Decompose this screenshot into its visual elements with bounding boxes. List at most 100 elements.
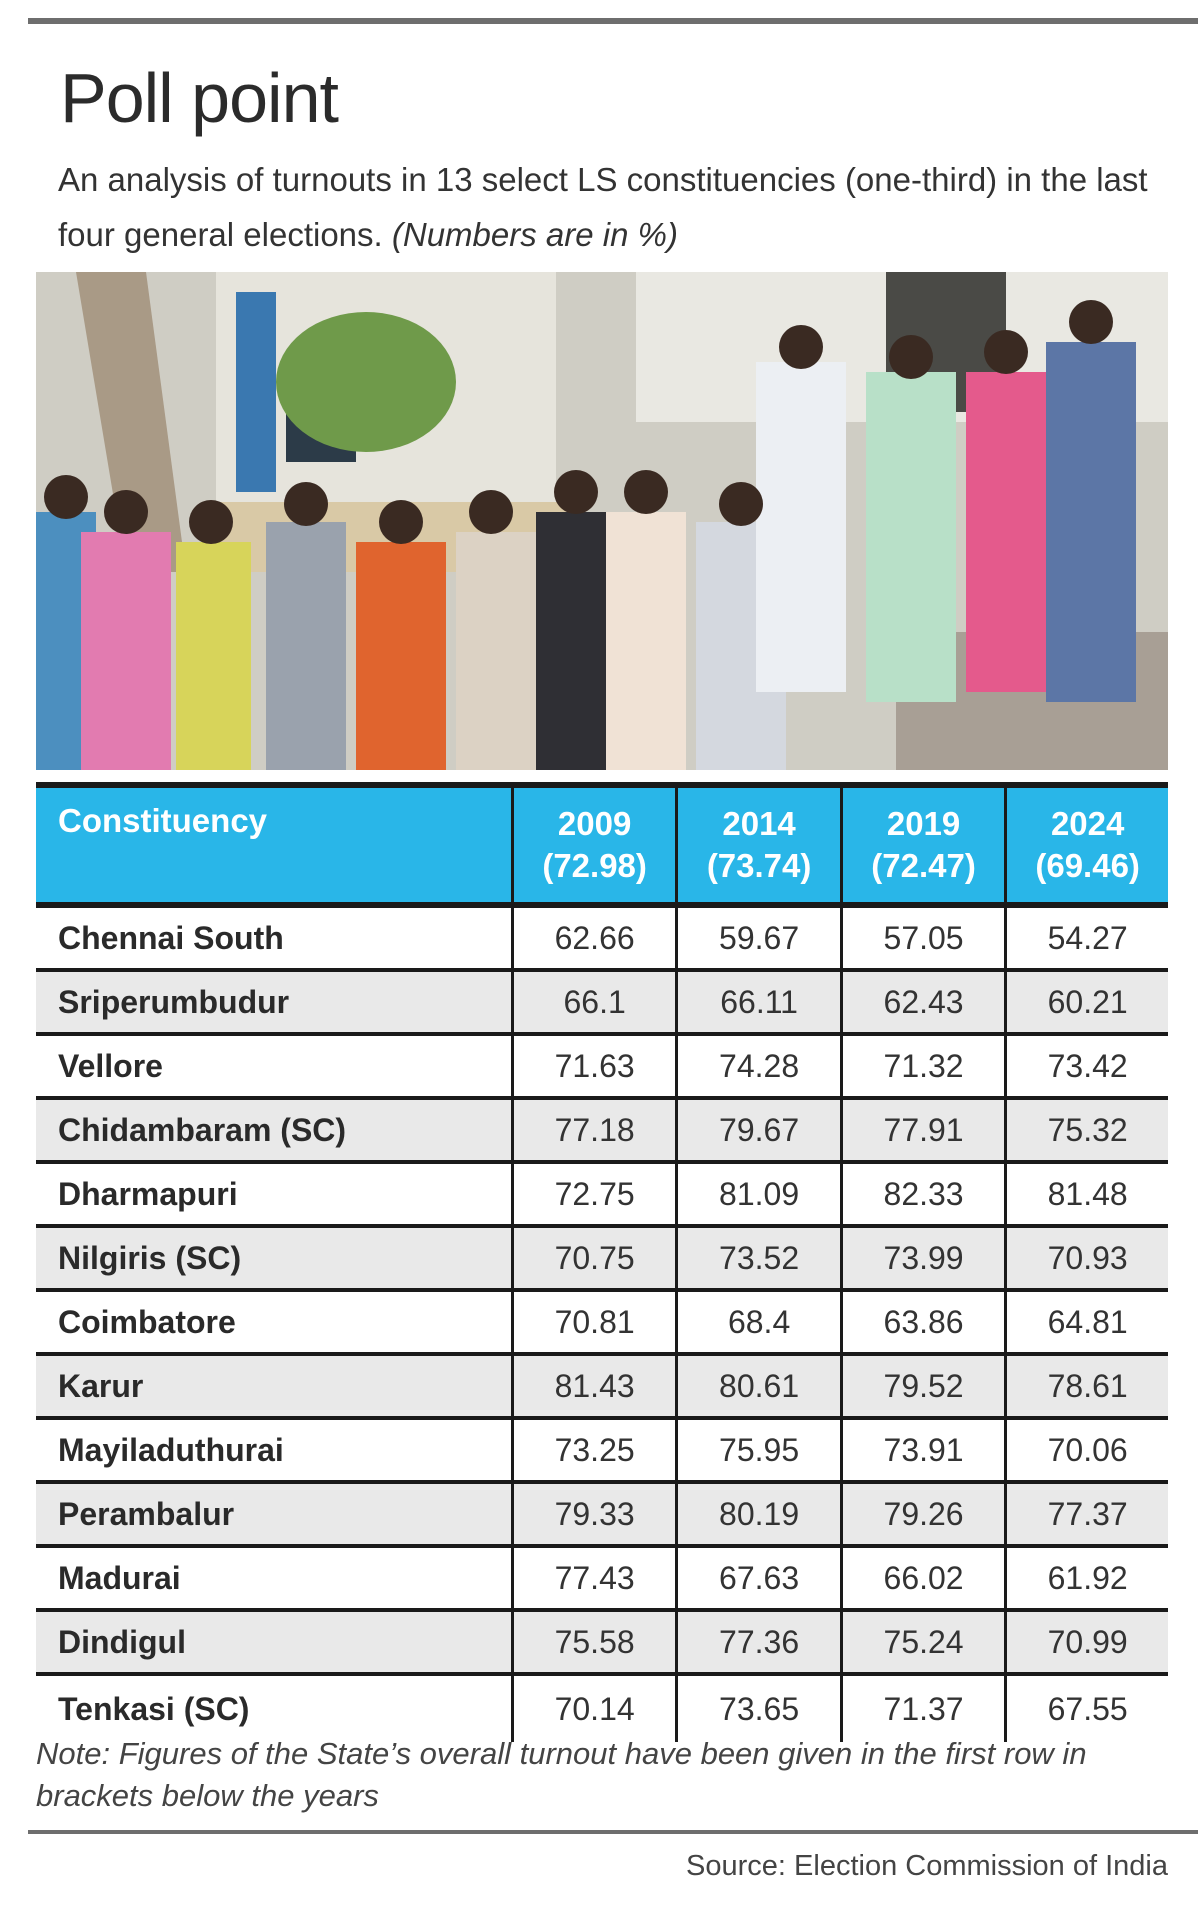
constituency-name: Chennai South [36,905,513,972]
turnout-cell-2019: 62.43 [839,970,1006,1036]
turnout-cell-2014: 80.19 [675,1482,842,1548]
constituency-name: Chidambaram (SC) [36,1098,513,1164]
turnout-cell-2009: 71.63 [510,1034,677,1100]
turnout-cell-2019: 75.24 [839,1610,1006,1676]
table-row: Vellore 71.63 74.28 71.32 73.42 [36,1034,1168,1100]
table-row: Dharmapuri 72.75 81.09 82.33 81.48 [36,1162,1168,1228]
year-label: 2019 [886,805,961,842]
table-header-row: Constituency 2009 (72.98) 2014 (73.74) 201… [36,782,1168,908]
constituency-name: Tenkasi (SC) [58,1690,250,1727]
turnout-cell-2009: 72.75 [510,1162,677,1228]
year-label: 2009 [557,805,632,842]
table-row: Sriperumbudur 66.1 66.11 62.43 60.21 [36,970,1168,1036]
state-overall-turnout: (73.74) [706,847,812,884]
turnout-cell-2009: 77.18 [510,1098,677,1164]
turnout-cell-2024: 75.32 [1004,1098,1168,1164]
turnout-cell-2009: 70.75 [510,1226,677,1292]
turnout-cell-2009: 81.43 [510,1354,677,1420]
turnout-cell-2019: 63.86 [839,1290,1006,1356]
constituency-name: Karur [36,1354,513,1420]
table-row: Perambalur 79.33 80.19 79.26 77.37 [36,1482,1168,1548]
turnout-cell-2014: 66.11 [675,970,842,1036]
subtitle-text: An analysis of turnouts in 13 select LS … [58,161,1148,253]
state-overall-turnout: (72.47) [871,847,976,884]
turnout-cell-2024: 70.93 [1004,1226,1168,1292]
year-label: 2014 [722,805,796,842]
table-row: Nilgiris (SC) 70.75 73.52 73.99 70.93 [36,1226,1168,1292]
turnout-cell-2019: 71.32 [839,1034,1006,1100]
turnout-cell-2009: 70.14 [510,1674,677,1742]
turnout-cell-2009: 75.58 [510,1610,677,1676]
turnout-cell-2024: 81.48 [1004,1162,1168,1228]
turnout-cell-2014: 73.65 [675,1674,842,1742]
photo-illustration [36,272,1168,770]
table-row: Chennai South 62.66 59.67 57.05 54.27 [36,905,1168,972]
turnout-cell-2009: 79.33 [510,1482,677,1548]
table-row: Karur 81.43 80.61 79.52 78.61 [36,1354,1168,1420]
crowd [36,300,1136,770]
table-row: Chidambaram (SC) 77.18 79.67 77.91 75.32 [36,1098,1168,1164]
table-row: Mayiladuthurai 73.25 75.95 73.91 70.06 [36,1418,1168,1484]
turnout-cell-2014: 73.52 [675,1226,842,1292]
constituency-name: Coimbatore [36,1290,513,1356]
turnout-cell-2024: 61.92 [1004,1546,1168,1612]
column-header-2019: 2019 (72.47) [839,782,1006,908]
column-header-2014: 2014 (73.74) [675,782,842,908]
turnout-cell-2024: 54.27 [1004,905,1168,972]
table-row: Madurai 77.43 67.63 66.02 61.92 [36,1546,1168,1612]
turnout-cell-2024: 77.37 [1004,1482,1168,1548]
constituency-name: Vellore [36,1034,513,1100]
table-row: Coimbatore 70.81 68.4 63.86 64.81 [36,1290,1168,1356]
turnout-cell-2019: 73.91 [839,1418,1006,1484]
turnout-cell-2014: 59.67 [675,905,842,972]
column-header-constituency: Constituency [36,782,513,908]
state-overall-turnout: (72.98) [542,847,647,884]
turnout-cell-2014: 77.36 [675,1610,842,1676]
turnout-cell-2014: 74.28 [675,1034,842,1100]
turnout-cell-2009: 66.1 [510,970,677,1036]
footnote: Note: Figures of the State’s overall tur… [36,1736,1087,1813]
constituency-name: Nilgiris (SC) [36,1226,513,1292]
turnout-cell-2019: 57.05 [839,905,1006,972]
turnout-cell-2019: 79.26 [839,1482,1006,1548]
source-credit: Source: Election Commission of India [686,1850,1168,1882]
turnout-cell-2009: 70.81 [510,1290,677,1356]
column-header-2009: 2009 (72.98) [510,782,677,908]
constituency-name: Dharmapuri [36,1162,513,1228]
table-row: Dindigul 75.58 77.36 75.24 70.99 [36,1610,1168,1676]
polling-queue-photo [36,272,1168,770]
turnout-cell-2024: 70.99 [1004,1610,1168,1676]
table-row: Tenkasi (SC) 70.14 73.65 71.37 67.55 [36,1674,1168,1742]
top-rule [28,18,1198,24]
turnout-cell-2024: 64.81 [1004,1290,1168,1356]
turnout-cell-2019: 82.33 [839,1162,1006,1228]
turnout-cell-2019: 79.52 [839,1354,1006,1420]
turnout-cell-2024: 60.21 [1004,970,1168,1036]
year-label: 2024 [1050,805,1125,842]
constituency-name: Sriperumbudur [36,970,513,1036]
bottom-rule [28,1830,1198,1834]
turnout-cell-2014: 68.4 [675,1290,842,1356]
turnout-cell-2014: 75.95 [675,1418,842,1484]
turnout-cell-2009: 77.43 [510,1546,677,1612]
constituency-name: Mayiladuthurai [36,1418,513,1484]
turnout-cell-2014: 81.09 [675,1162,842,1228]
turnout-cell-2024: 73.42 [1004,1034,1168,1100]
turnout-table: Constituency 2009 (72.98) 2014 (73.74) 201… [36,782,1168,1742]
turnout-cell-2019: 73.99 [839,1226,1006,1292]
column-header-2024: 2024 (69.46) [1004,782,1168,908]
constituency-name: Perambalur [36,1482,513,1548]
constituency-name: Dindigul [36,1610,513,1676]
turnout-cell-2014: 79.67 [675,1098,842,1164]
turnout-cell-2024: 70.06 [1004,1418,1168,1484]
page-title: Poll point [60,59,339,137]
turnout-cell-2024: 67.55 [1004,1674,1168,1742]
turnout-cell-2014: 80.61 [675,1354,842,1420]
constituency-name: Madurai [36,1546,513,1612]
turnout-cell-2019: 71.37 [839,1674,1006,1742]
subtitle-units: (Numbers are in %) [391,216,678,253]
turnout-cell-2009: 73.25 [510,1418,677,1484]
state-overall-turnout: (69.46) [1035,847,1140,884]
subtitle: An analysis of turnouts in 13 select LS … [58,152,1178,262]
turnout-cell-2009: 62.66 [510,905,677,972]
